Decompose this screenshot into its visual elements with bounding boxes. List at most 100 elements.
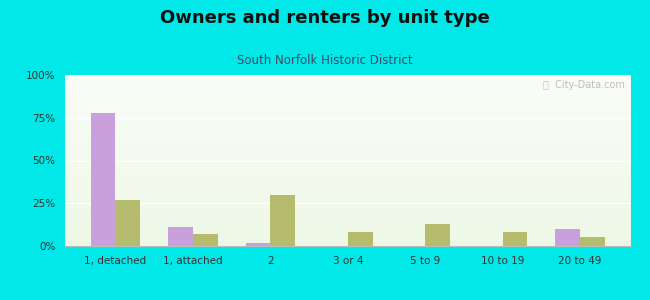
Bar [65, 172, 630, 173]
Bar [65, 104, 630, 105]
Bar [65, 181, 630, 182]
Bar [65, 124, 630, 125]
Bar [65, 236, 630, 237]
Bar [65, 76, 630, 77]
Bar [65, 148, 630, 149]
Bar [65, 194, 630, 195]
Bar [65, 156, 630, 157]
Bar [65, 158, 630, 159]
Bar [65, 130, 630, 131]
Bar [65, 160, 630, 161]
Bar [65, 198, 630, 199]
Bar [65, 203, 630, 204]
Bar [65, 234, 630, 235]
Bar [65, 110, 630, 111]
Bar [65, 142, 630, 143]
Bar [65, 143, 630, 144]
Bar [65, 146, 630, 147]
Bar [65, 123, 630, 124]
Bar [65, 85, 630, 86]
Bar [65, 150, 630, 151]
Bar [65, 218, 630, 219]
Text: Owners and renters by unit type: Owners and renters by unit type [160, 9, 490, 27]
Bar [65, 191, 630, 192]
Bar [65, 96, 630, 97]
Bar [65, 100, 630, 101]
Bar [65, 153, 630, 154]
Bar [65, 164, 630, 165]
Bar [65, 179, 630, 180]
Bar [168, 227, 193, 246]
Bar [65, 157, 630, 158]
Bar [65, 94, 630, 95]
Bar [65, 207, 630, 208]
Bar [65, 108, 630, 109]
Bar [65, 75, 630, 76]
Bar [65, 112, 630, 113]
Bar [65, 221, 630, 222]
Bar [65, 197, 630, 198]
Bar [65, 202, 630, 203]
Bar [65, 154, 630, 155]
Bar [65, 193, 630, 194]
Bar [65, 238, 630, 239]
Bar [65, 178, 630, 179]
Bar [65, 138, 630, 139]
Bar [65, 128, 630, 129]
Bar [65, 165, 630, 166]
Bar [65, 82, 630, 83]
Bar [65, 117, 630, 118]
Bar [65, 151, 630, 152]
Bar [65, 200, 630, 201]
Text: ⓘ  City-Data.com: ⓘ City-Data.com [543, 80, 625, 90]
Bar [65, 173, 630, 174]
Legend: Owner occupied units, Renter occupied units: Owner occupied units, Renter occupied un… [188, 299, 508, 300]
Bar [65, 201, 630, 202]
Bar [65, 230, 630, 231]
Bar [65, 177, 630, 178]
Bar [65, 184, 630, 185]
Bar [65, 103, 630, 104]
Bar [65, 202, 630, 203]
Bar [65, 242, 630, 243]
Bar [65, 136, 630, 137]
Bar [65, 131, 630, 132]
Bar [91, 112, 116, 246]
Bar [65, 122, 630, 123]
Bar [65, 216, 630, 217]
Bar [65, 140, 630, 141]
Bar [65, 115, 630, 116]
Bar [65, 81, 630, 82]
Bar [65, 106, 630, 107]
Bar [65, 169, 630, 170]
Bar [65, 182, 630, 183]
Bar [65, 209, 630, 210]
Bar [65, 167, 630, 168]
Bar [65, 120, 630, 121]
Bar [65, 217, 630, 218]
Bar [65, 206, 630, 207]
Bar [65, 175, 630, 176]
Bar [580, 238, 604, 246]
Bar [65, 77, 630, 78]
Bar [65, 245, 630, 246]
Bar [65, 101, 630, 102]
Bar [65, 155, 630, 156]
Bar [65, 195, 630, 196]
Bar [65, 98, 630, 99]
Bar [65, 233, 630, 234]
Bar [65, 93, 630, 94]
Bar [65, 102, 630, 103]
Bar [65, 133, 630, 134]
Bar [65, 125, 630, 126]
Bar [65, 163, 630, 164]
Bar [65, 129, 630, 130]
Bar [65, 159, 630, 160]
Bar [65, 180, 630, 181]
Bar [65, 78, 630, 79]
Bar [65, 121, 630, 122]
Bar [65, 91, 630, 92]
Bar [65, 86, 630, 87]
Bar [65, 119, 630, 120]
Bar [270, 195, 295, 246]
